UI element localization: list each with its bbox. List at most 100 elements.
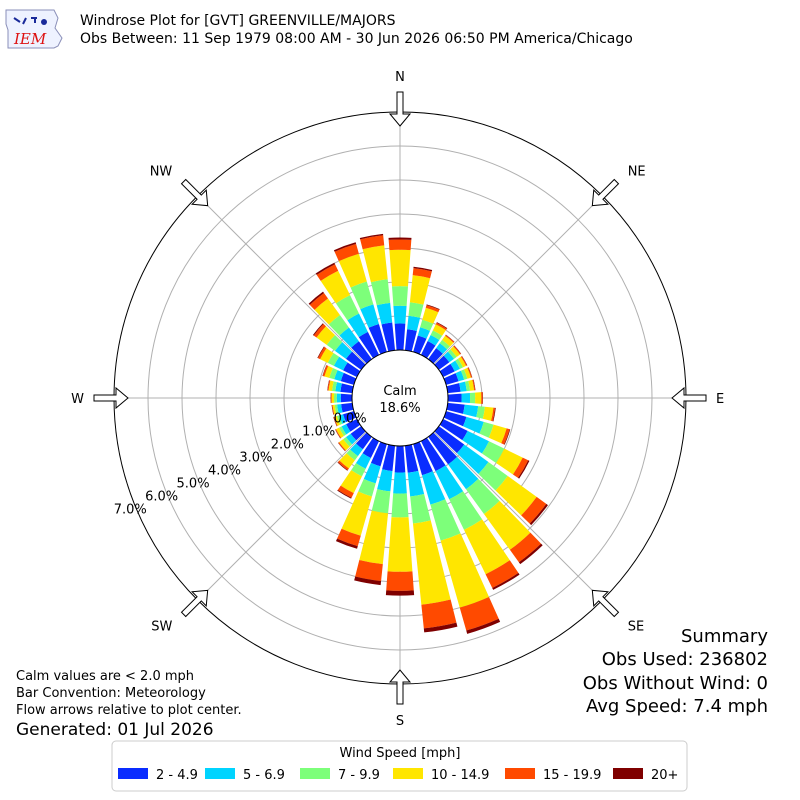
windrose-bar-segment — [393, 305, 407, 324]
windrose-bar-segment — [346, 449, 358, 461]
windrose-bar-segment — [326, 335, 343, 351]
grid-spoke — [433, 431, 603, 601]
windrose-bar-segment — [412, 268, 432, 279]
flow-arrow-icon — [93, 386, 129, 410]
windrose-bar-segment — [407, 470, 425, 497]
windrose-bar-segment — [355, 453, 371, 469]
radial-tick-label: 4.0% — [208, 464, 241, 479]
windrose-bar-segment — [359, 233, 384, 240]
windrose-bar-segment — [308, 291, 325, 305]
legend-swatch — [205, 768, 235, 779]
windrose-bar-segment — [331, 404, 335, 415]
windrose-bar-segment — [387, 517, 413, 572]
chart-title: Windrose Plot for [GVT] GREENVILLE/MAJOR… — [80, 13, 396, 29]
windrose-bar-segment — [333, 416, 338, 427]
windrose-bar-segment — [339, 453, 355, 469]
windrose-bar-segment — [443, 351, 455, 363]
windrose-bar-segment — [393, 472, 407, 494]
iem-logo: IEM — [5, 9, 63, 49]
windrose-bar-segment — [447, 393, 462, 403]
windrose-bar-segment — [472, 379, 476, 391]
legend-label: 7 - 9.9 — [338, 768, 380, 783]
windrose-bar-segment — [425, 305, 440, 313]
windrose-bar-segment — [334, 404, 339, 415]
windrose-bar-segment — [341, 402, 354, 413]
windrose-bar-segment — [337, 489, 352, 499]
windrose-bar-segment — [413, 441, 433, 476]
windrose-bar-segment — [316, 326, 336, 345]
windrose-bar-segment — [420, 319, 434, 331]
windrose-bar-segment — [362, 437, 380, 459]
windrose-bar-segment — [315, 262, 336, 275]
windrose-bar-segment — [340, 372, 357, 385]
grid-spoke — [197, 195, 367, 365]
windrose-bar-segment — [334, 342, 353, 359]
windrose-bar-segment — [341, 424, 351, 435]
windrose-bar-segment — [410, 494, 431, 524]
windrose-bar-segment — [335, 295, 359, 321]
windrose-bar-segment — [328, 380, 334, 391]
summary-obs-without-wind: Obs Without Wind: 0 — [583, 673, 768, 694]
windrose-bar-segment — [316, 264, 339, 281]
windrose-bar-segment — [504, 429, 511, 445]
calm-value: 18.6% — [379, 401, 420, 416]
windrose-bar-segment — [469, 392, 476, 404]
windrose-bar-segment — [413, 266, 433, 272]
windrose-bar-segment — [381, 322, 396, 352]
windrose-bar-segment — [467, 367, 472, 378]
windrose-bar-segment — [455, 358, 464, 369]
flow-arrow-icon — [388, 91, 412, 127]
windrose-bar-segment — [334, 370, 344, 382]
legend-box — [111, 740, 688, 792]
windrose-bar-segment — [475, 392, 482, 404]
windrose-bar-segment — [330, 393, 332, 403]
windrose-bar-segment — [368, 324, 387, 355]
windrose-bar-segment — [391, 286, 409, 307]
windrose-bar-segment — [478, 462, 508, 491]
windrose-bar-segment — [428, 432, 458, 465]
flow-arrow-icon — [180, 589, 209, 618]
windrose-bar-segment — [453, 345, 461, 355]
radial-tick-label: 3.0% — [239, 451, 272, 466]
windrose-bar-segment — [432, 324, 446, 336]
windrose-bar-segment — [455, 370, 465, 382]
windrose-bar-segment — [448, 456, 479, 490]
legend-label: 20+ — [651, 768, 678, 783]
windrose-bar-segment — [313, 323, 326, 338]
windrose-bar-segment — [518, 543, 543, 565]
windrose-bar-segment — [360, 304, 379, 328]
windrose-bar-segment — [430, 499, 461, 541]
windrose-bar-segment — [335, 429, 341, 439]
windrose-bar-segment — [339, 426, 347, 436]
windrose-bar-segment — [434, 426, 465, 454]
windrose-plot: 0.0%1.0%2.0%3.0%4.0%5.0%6.0%7.0% N NE E SE S S… — [71, 70, 724, 729]
windrose-bar-segment — [335, 429, 342, 439]
windrose-bar-segment — [449, 491, 483, 530]
windrose-bar-segment — [442, 335, 454, 347]
windrose-bar-segment — [335, 382, 342, 392]
legend-swatch — [613, 768, 643, 779]
windrose-bar-segment — [350, 426, 366, 441]
compass-label-n: N — [395, 70, 405, 85]
windrose-bar-segment — [491, 407, 496, 422]
windrose-bar-segment — [445, 334, 455, 343]
windrose-bar-segment — [468, 379, 475, 391]
flow-arrow-icon — [388, 669, 412, 705]
windrose-bar-segment — [476, 406, 485, 419]
windrose-bar-segment — [436, 322, 448, 329]
windrose-bar-segment — [358, 331, 380, 359]
windrose-bar-segment — [347, 313, 368, 338]
windrose-bar-segment — [330, 393, 332, 403]
windrose-bar-segment — [322, 365, 327, 377]
windrose-bar-segment — [512, 457, 529, 478]
windrose-bar-segment — [481, 392, 483, 404]
windrose-bar-segment — [464, 519, 510, 575]
windrose-bar-segment — [458, 356, 467, 368]
windrose-bar-segment — [479, 421, 494, 438]
windrose-bar-segment — [317, 346, 325, 359]
grid-spoke — [197, 431, 367, 601]
windrose-bar-segment — [341, 491, 372, 536]
windrose-bar-segment — [454, 345, 462, 354]
windrose-bar-segment — [521, 496, 547, 524]
